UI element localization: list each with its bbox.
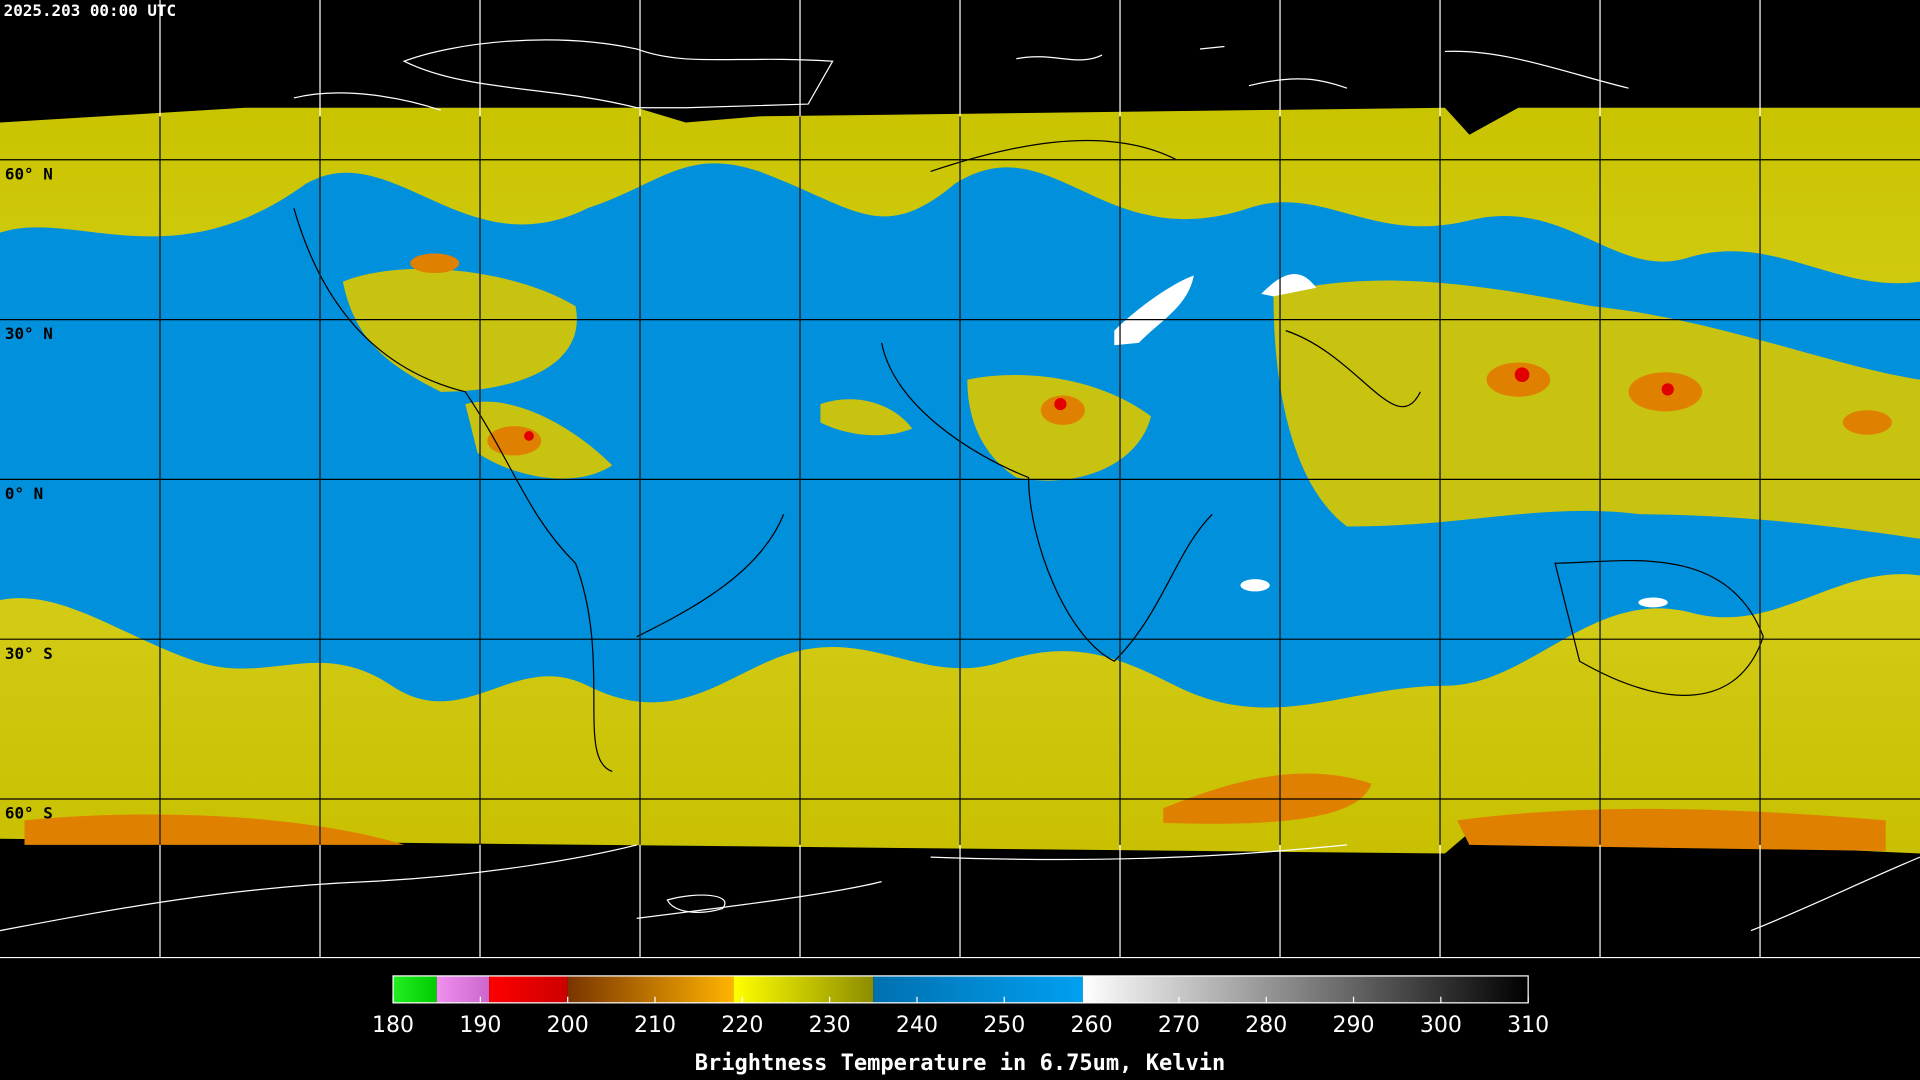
convection-tropics (465, 375, 1152, 481)
colorbar-segment (873, 975, 1083, 1003)
warm-spots (1114, 274, 1668, 608)
colorbar-tick-label: 210 (634, 1013, 676, 1038)
colorbar-tick-label: 250 (983, 1013, 1025, 1038)
colorbar-tick-label: 260 (1071, 1013, 1113, 1038)
graticule: 60° N 30° N 0° N 30° S 60° S (0, 0, 1920, 959)
colorbar-label: Brightness Temperature in 6.75um, Kelvin (695, 1051, 1226, 1076)
latitude-label: 0° N (5, 484, 43, 503)
colorbar-tick-label: 310 (1507, 1013, 1549, 1038)
latitude-label: 60° N (5, 164, 53, 183)
colorbar-tick-label: 270 (1158, 1013, 1200, 1038)
latitude-label: 60° S (5, 804, 53, 823)
colorbar-segment (1082, 975, 1529, 1003)
coastlines (0, 39, 1920, 932)
coldest-tops (524, 367, 1674, 441)
colorbar-segment (393, 975, 437, 1003)
colorbar-tick-label: 280 (1245, 1013, 1287, 1038)
convection-asia (1273, 280, 1920, 539)
borders (293, 139, 1764, 773)
colorbar-segment (567, 975, 734, 1003)
timestamp: 2025.203 00:00 UTC (4, 1, 176, 20)
colorbar-tick-label: 290 (1333, 1013, 1375, 1038)
colorbar-tick-label: 300 (1420, 1013, 1462, 1038)
colorbar-segment (733, 975, 874, 1003)
colorbar-tick-label: 240 (896, 1013, 938, 1038)
colorbar-tick-label: 220 (721, 1013, 763, 1038)
colorbar-frame (392, 975, 1529, 1004)
colorbar-tick-label: 200 (547, 1013, 589, 1038)
latitude-label: 30° N (5, 324, 53, 343)
convection-america (342, 268, 577, 392)
latitude-label: 30° S (5, 644, 53, 663)
colorbar-tick-label: 190 (459, 1013, 501, 1038)
colorbar-segment (489, 975, 568, 1003)
colorbar-segment (436, 975, 490, 1003)
colorbar-tick-label: 230 (809, 1013, 851, 1038)
colorbar-tick-label: 180 (372, 1013, 414, 1038)
colorbar: 180 190 200 210 220 230 240 250 260 270 280 290 300 3… (372, 975, 1549, 1038)
